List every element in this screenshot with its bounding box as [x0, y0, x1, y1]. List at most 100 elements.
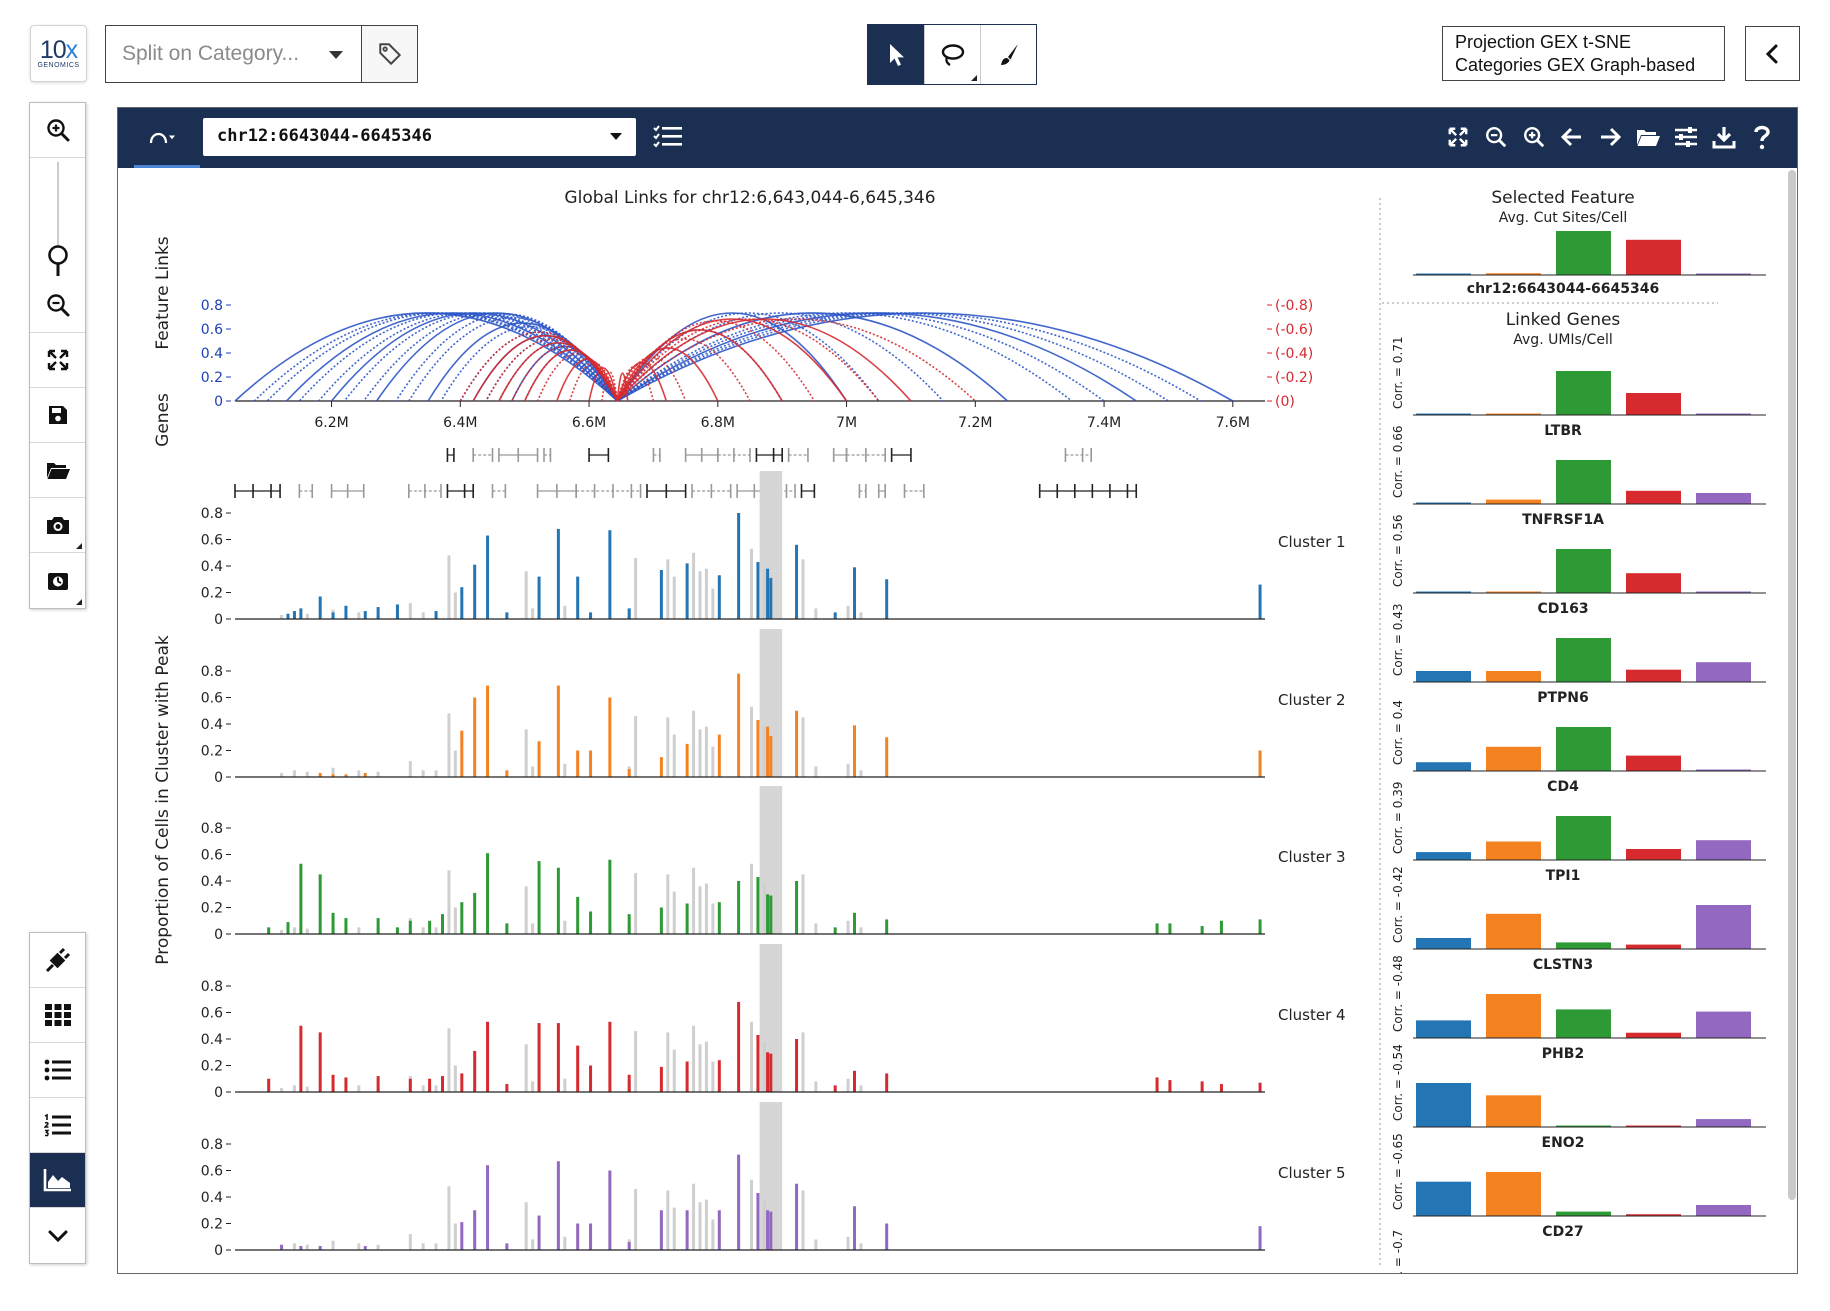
active-tab-indicator [134, 165, 200, 168]
genome-browser-button[interactable] [30, 1153, 85, 1208]
peak-bar [589, 612, 593, 619]
browser-zoom-out-button[interactable] [1481, 122, 1511, 152]
open-folder-button[interactable] [30, 443, 85, 498]
peak-bar-background [531, 766, 535, 777]
load-tracks-button[interactable] [1633, 122, 1663, 152]
linked-gene-item[interactable]: TNFRSF1A Corr. = 0.66 [1391, 426, 1766, 529]
peak-bar [769, 577, 773, 619]
grid-view-button[interactable] [30, 988, 85, 1043]
browser-zoom-in-button[interactable] [1519, 122, 1549, 152]
peak-bar-background [801, 1032, 805, 1092]
grid-icon [44, 1004, 71, 1026]
track-tick-label: 0.8 [201, 506, 223, 522]
linked-gene-item[interactable]: CD27 Corr. = -0.65 [1391, 1133, 1766, 1240]
peak-bar [376, 607, 380, 619]
peak-bar-background [634, 716, 638, 777]
peak-bar-background [357, 927, 361, 934]
links-right-tick: (-0.4) [1275, 346, 1313, 362]
linked-gene-correlation: Corr. = 0.39 [1391, 782, 1405, 855]
save-button[interactable] [30, 388, 85, 443]
cursor-arrow-icon [890, 43, 904, 66]
linked-gene-name: PTPN6 [1537, 690, 1589, 706]
side-panel-scroll-thumb[interactable] [1788, 170, 1796, 1200]
peak-bar [659, 569, 663, 619]
peak-bar-background [421, 1085, 425, 1092]
screenshot-button[interactable] [30, 498, 85, 553]
peak-bar-background [305, 771, 309, 777]
checklist-icon [653, 125, 682, 148]
peak-bar-background [846, 1078, 850, 1092]
zoom-in-button[interactable] [30, 103, 85, 158]
locus-select[interactable]: chr12:6643044-6645346 [203, 118, 636, 156]
genome-browser-panel: chr12:6643044-6645346 [117, 107, 1798, 1274]
photo-camera-icon [47, 572, 68, 590]
list-view-button[interactable] [30, 1043, 85, 1098]
linked-gene-item[interactable]: LTBR Corr. = 0.71 [1391, 337, 1766, 440]
peak-bar-background [692, 1183, 696, 1250]
zoom-out-button[interactable] [30, 278, 85, 333]
link-type-button[interactable] [148, 122, 178, 152]
brush-tool-button[interactable] [980, 25, 1036, 84]
help-button[interactable] [1747, 122, 1777, 152]
mini-bar [1556, 1009, 1611, 1038]
peak-bar [608, 530, 612, 619]
mini-bar [1556, 1125, 1611, 1127]
mini-bar [1556, 549, 1611, 593]
x-tick-label: 7.4M [1087, 415, 1121, 431]
reset-view-button[interactable] [30, 333, 85, 388]
peak-bar-background [408, 603, 412, 619]
feature-link-arc [427, 322, 619, 402]
more-tools-button[interactable] [30, 1208, 85, 1263]
x-tick-label: 6.2M [314, 415, 348, 431]
zoom-slider[interactable] [30, 158, 85, 278]
genome-browser-plot[interactable]: Global Links for chr12:6,643,044-6,645,3… [118, 168, 1783, 1273]
linked-gene-item[interactable]: ENO2 Corr. = -0.54 [1391, 1044, 1766, 1151]
linked-gene-item[interactable]: TPI1 Corr. = 0.39 [1391, 782, 1766, 885]
zoom-slider-handle[interactable] [45, 244, 71, 278]
peak-bar-background [672, 891, 676, 934]
feature-link-arc [266, 312, 618, 402]
track-list-button[interactable] [653, 122, 683, 152]
pointer-tool-button[interactable] [868, 25, 924, 84]
peak-bar-background [292, 927, 296, 934]
peak-bar-background [634, 1189, 638, 1250]
fit-view-button[interactable] [1443, 122, 1473, 152]
links-right-tick: (-0.6) [1275, 322, 1313, 338]
peak-bar-background [704, 883, 708, 934]
snapshot-button[interactable] [30, 553, 85, 608]
feature-link-arc [616, 312, 848, 402]
peak-bar-background [531, 923, 535, 934]
track-settings-button[interactable] [1671, 122, 1701, 152]
track-tick-label: 0.2 [201, 744, 223, 760]
lasso-tool-button[interactable] [924, 25, 980, 84]
feature-plot-button[interactable] [30, 933, 85, 988]
split-on-category-select[interactable]: Split on Category... [105, 25, 361, 83]
linked-gene-item[interactable]: CD163 Corr. = 0.56 [1391, 515, 1766, 618]
peak-bar [441, 1076, 444, 1092]
linked-gene-item[interactable]: PTPN6 Corr. = 0.43 [1391, 604, 1766, 707]
linked-gene-correlation: Corr. = -0.42 [1391, 866, 1405, 943]
peak-bar [486, 853, 490, 934]
pan-left-button[interactable] [1557, 122, 1587, 152]
pan-right-button[interactable] [1595, 122, 1625, 152]
linked-gene-item[interactable]: CLSTN3 Corr. = -0.42 [1391, 866, 1766, 973]
peak-bar [1258, 1226, 1262, 1250]
peak-bar-background [524, 571, 528, 619]
linked-gene-item[interactable]: PHB2 Corr. = -0.48 [1391, 955, 1766, 1062]
linked-gene-item[interactable]: Corr. = -0.7 [1391, 1230, 1766, 1273]
side-panel-scrollbar[interactable] [1788, 170, 1796, 1200]
download-button[interactable] [1709, 122, 1739, 152]
linked-gene-correlation: Corr. = 0.56 [1391, 515, 1405, 588]
linked-gene-correlation: Corr. = 0.4 [1391, 700, 1405, 765]
tag-button[interactable] [361, 25, 418, 83]
ordered-list-button[interactable] [30, 1098, 85, 1153]
peak-bar-background [750, 863, 753, 934]
projection-info-box[interactable]: Projection GEX t-SNE Categories GEX Grap… [1442, 26, 1725, 81]
feature-link-arc [343, 312, 619, 402]
feature-link-arc [616, 318, 848, 402]
feature-link-arc [616, 329, 783, 402]
linked-gene-item[interactable]: CD4 Corr. = 0.4 [1391, 700, 1766, 795]
collapse-panel-button[interactable] [1745, 26, 1800, 81]
feature-links-axes: 0.8 0.6 0.4 0.2 0 (-0.8) (-0.6) (-0.4) (-0.2) (0) [201, 298, 1314, 410]
peak-bar-background [666, 1032, 670, 1092]
